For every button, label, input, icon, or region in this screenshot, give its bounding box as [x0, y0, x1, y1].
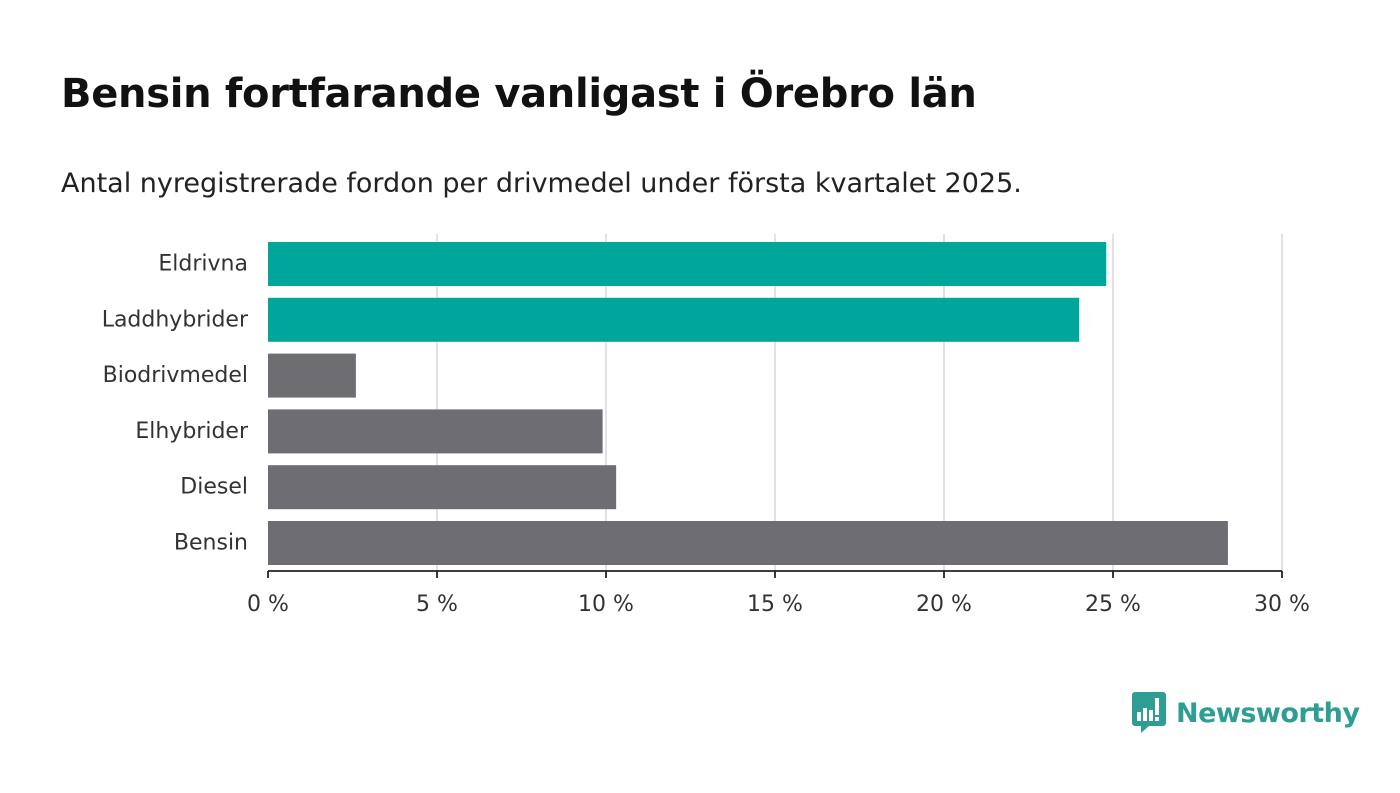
category-label-diesel: Diesel [180, 475, 248, 500]
x-tick-label-20: 20 % [916, 592, 972, 617]
bar-biodrivmedel [268, 354, 356, 398]
bar-chart-speech-bubble-icon [1132, 692, 1166, 734]
x-tick-label-0: 0 % [247, 592, 289, 617]
x-axis: 0 % 5 % 10 % 15 % 20 % 25 % 30 % [247, 571, 1310, 617]
bar-laddhybrider [268, 298, 1079, 342]
bar-bensin [268, 521, 1228, 565]
category-label-elhybrider: Elhybrider [135, 419, 249, 444]
x-tick-label-10: 10 % [578, 592, 634, 617]
category-labels: Eldrivna Laddhybrider Biodrivmedel Elhybrid… [102, 252, 249, 556]
newsworthy-logo: Newsworthy [1132, 690, 1359, 736]
bars [268, 242, 1228, 565]
category-label-bensin: Bensin [174, 531, 248, 556]
bar-diesel [268, 465, 616, 509]
bar-eldrivna [268, 242, 1106, 286]
category-label-eldrivna: Eldrivna [158, 252, 248, 277]
brand-name: Newsworthy [1176, 698, 1359, 729]
x-tick-label-15: 15 % [747, 592, 803, 617]
x-tick-label-30: 30 % [1254, 592, 1310, 617]
x-tick-label-25: 25 % [1085, 592, 1141, 617]
category-label-biodrivmedel: Biodrivmedel [103, 363, 248, 388]
category-label-laddhybrider: Laddhybrider [102, 307, 249, 332]
x-tick-label-5: 5 % [416, 592, 458, 617]
bar-elhybrider [268, 409, 603, 453]
